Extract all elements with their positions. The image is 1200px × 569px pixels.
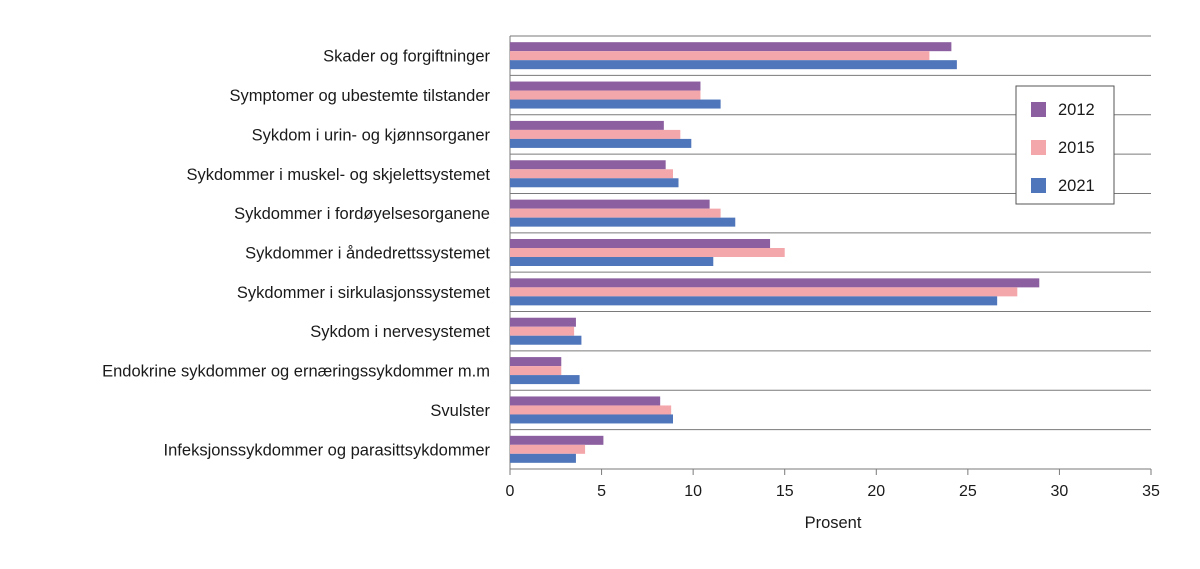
category-label: Infeksjonssykdommer og parasittsykdommer <box>164 441 491 459</box>
bar-2012 <box>510 435 604 445</box>
category-label: Endokrine sykdommer og ernæringssykdomme… <box>102 363 490 381</box>
category-label: Sykdommer i muskel- og skjelettsystemet <box>186 166 490 184</box>
category-label: Sykdom i nervesystemet <box>310 323 490 341</box>
bar-2012 <box>510 199 710 209</box>
bar-2021 <box>510 138 692 148</box>
bar-2021 <box>510 296 998 306</box>
bar-2021 <box>510 217 736 227</box>
category-label: Sykdommer i sirkulasjonssystemet <box>237 284 490 302</box>
category-labels: Skader og forgiftninger Symptomer og ubes… <box>102 48 490 460</box>
bar-2012 <box>510 81 701 91</box>
category-label: Sykdommer i fordøyelsesorganene <box>234 205 490 223</box>
x-tick-label: 10 <box>684 483 702 500</box>
bar-2015 <box>510 51 930 61</box>
x-axis: 0 5 10 15 20 25 30 35 <box>506 469 1160 500</box>
legend: 2012 2015 2021 <box>1015 85 1115 205</box>
bar-2015 <box>510 208 721 218</box>
bar-2021 <box>510 178 679 188</box>
bar-2021 <box>510 99 721 109</box>
x-tick-label: 30 <box>1051 483 1069 500</box>
bar-2015 <box>510 366 562 376</box>
bar-2012 <box>510 396 661 406</box>
category-label: Svulster <box>430 402 490 420</box>
bar-2015 <box>510 326 575 336</box>
bar-2015 <box>510 405 672 415</box>
bar-2012 <box>510 120 664 130</box>
bar-2015 <box>510 169 673 179</box>
bar-2012 <box>510 357 562 367</box>
legend-label: 2021 <box>1058 177 1095 195</box>
bars <box>510 42 1040 463</box>
bar-2015 <box>510 287 1018 297</box>
bar-2021 <box>510 60 957 70</box>
bar-2015 <box>510 90 701 100</box>
legend-label: 2015 <box>1058 139 1095 157</box>
bar-2012 <box>510 239 771 248</box>
x-tick-label: 20 <box>867 483 885 500</box>
x-tick-label: 25 <box>959 483 977 500</box>
x-tick-label: 0 <box>506 483 515 500</box>
bar-2012 <box>510 317 576 327</box>
legend-label: 2012 <box>1058 101 1095 119</box>
bar-2015 <box>510 444 586 454</box>
bar-2012 <box>510 42 952 52</box>
legend-swatch-2021 <box>1031 178 1046 193</box>
x-axis-title: Prosent <box>805 514 862 532</box>
bar-2012 <box>510 278 1040 288</box>
x-tick-label: 5 <box>597 483 606 500</box>
legend-swatch-2012 <box>1031 102 1046 117</box>
bar-2021 <box>510 335 582 345</box>
bar-2012 <box>510 160 666 170</box>
bar-2021 <box>510 453 576 463</box>
bar-2021 <box>510 257 714 266</box>
category-label: Sykdommer i åndedrettssystemet <box>245 245 490 263</box>
category-label: Skader og forgiftninger <box>323 48 490 66</box>
category-label: Symptomer og ubestemte tilstander <box>230 87 491 105</box>
bar-2015 <box>510 129 681 139</box>
bar-2021 <box>510 375 580 385</box>
legend-swatch-2015 <box>1031 140 1046 155</box>
x-tick-label: 35 <box>1142 483 1160 500</box>
bar-2015 <box>510 248 785 257</box>
category-label: Sykdom i urin- og kjønnsorganer <box>252 126 491 144</box>
bar-2021 <box>510 414 673 424</box>
x-tick-label: 15 <box>776 483 794 500</box>
